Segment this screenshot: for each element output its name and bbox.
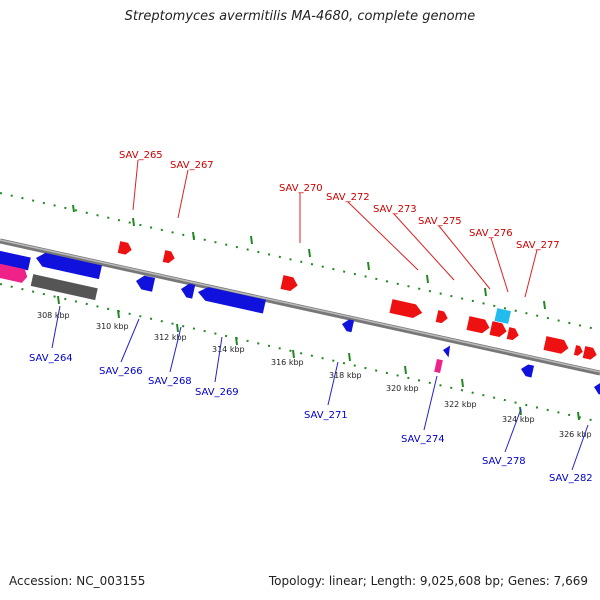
gene-forward (573, 345, 583, 356)
gene-label-bottom: SAV_271 (304, 410, 348, 421)
major-tick (250, 235, 253, 245)
gene-reverse (36, 252, 102, 280)
gene-forward (582, 346, 597, 360)
gene-misc (494, 308, 511, 324)
scale-labels: 308 kbp 310 kbp 312 kbp 314 kbp 316 kbp … (37, 311, 592, 439)
major-tick (461, 378, 464, 388)
major-tick (72, 204, 75, 213)
kbp-label: 310 kbp (96, 322, 129, 331)
gene-label-top: SAV_276 (469, 228, 513, 239)
gene-reverse (0, 250, 31, 271)
gene-label-bottom: SAV_282 (549, 473, 593, 484)
callout-line (120, 318, 140, 363)
upper-tick-ring (0, 192, 600, 331)
gene-label-bottom: SAV_278 (482, 456, 526, 467)
kbp-label: 324 kbp (502, 415, 535, 424)
chromosome-backbone (0, 238, 600, 376)
gene-reverse (443, 345, 451, 358)
gene-forward (389, 299, 423, 319)
callout-line (490, 237, 509, 293)
callout-line (51, 305, 61, 349)
callout-line (214, 336, 223, 383)
gene-label-top: SAV_272 (326, 192, 370, 203)
callout-line (423, 375, 438, 431)
major-tick (292, 349, 295, 359)
callout-line (524, 249, 538, 298)
top-gene-callouts: SAV_265 SAV_267 SAV_270 SAV_272 SAV_273 … (119, 150, 560, 298)
gene-forward (162, 250, 175, 264)
kbp-label: 318 kbp (329, 371, 362, 380)
major-tick (348, 352, 351, 362)
lower-tick-ring (0, 283, 600, 423)
gene-reverse (521, 364, 535, 378)
major-tick (543, 300, 546, 310)
gene-pseudo (30, 274, 98, 301)
callout-line (347, 201, 419, 271)
gene-reverse (136, 275, 156, 292)
callout-line (177, 169, 189, 219)
major-tick (176, 323, 179, 333)
gene-rna (434, 359, 443, 373)
major-tick (484, 287, 487, 297)
gene-forward (506, 327, 519, 341)
accession-text: Accession: NC_003155 (9, 574, 146, 588)
gene-forward (466, 316, 490, 334)
callout-line (327, 361, 339, 406)
kbp-label: 322 kbp (444, 400, 477, 409)
gene-forward (280, 275, 298, 291)
major-tick (308, 248, 311, 258)
genome-stats-text: Topology: linear; Length: 9,025,608 bp; … (268, 574, 588, 588)
gene-reverse (594, 382, 600, 396)
gene-features (0, 241, 600, 396)
major-tick (235, 336, 238, 346)
callout-line (393, 213, 455, 281)
gene-forward (117, 241, 132, 255)
gene-label-top: SAV_270 (279, 183, 323, 194)
gene-reverse (198, 287, 266, 314)
major-tick (367, 261, 370, 271)
gene-forward (489, 321, 507, 337)
gene-label-bottom: SAV_264 (29, 353, 73, 364)
gene-label-top: SAV_273 (373, 204, 417, 215)
callout-line (571, 424, 589, 471)
gene-reverse (342, 319, 355, 333)
gene-label-bottom: SAV_269 (195, 387, 239, 398)
kbp-label: 312 kbp (154, 333, 187, 342)
gene-label-top: SAV_267 (170, 160, 214, 171)
bottom-gene-callouts: SAV_264 SAV_266 SAV_268 SAV_269 SAV_271 … (29, 305, 593, 484)
callout-line (504, 408, 522, 453)
kbp-label: 314 kbp (212, 345, 245, 354)
callout-line (169, 326, 182, 373)
gene-forward (543, 336, 569, 354)
major-tick (192, 231, 195, 241)
kbp-label: 320 kbp (386, 384, 419, 393)
gene-label-bottom: SAV_274 (401, 434, 445, 445)
kbp-label: 316 kbp (271, 358, 304, 367)
major-tick (132, 217, 135, 227)
major-tick (117, 309, 120, 319)
gene-label-top: SAV_277 (516, 240, 560, 251)
gene-label-top: SAV_265 (119, 150, 163, 161)
kbp-label: 326 kbp (559, 430, 592, 439)
major-tick (57, 295, 60, 305)
kbp-label: 308 kbp (37, 311, 70, 320)
major-tick (404, 365, 407, 375)
map-title: Streptomyces avermitilis MA-4680, comple… (124, 9, 476, 24)
gene-reverse (181, 283, 196, 299)
gene-forward (435, 310, 448, 324)
major-tick (426, 274, 429, 284)
gene-label-bottom: SAV_268 (148, 376, 192, 387)
gene-rna (0, 263, 28, 283)
gene-label-top: SAV_275 (418, 216, 462, 227)
callout-line (132, 159, 139, 211)
gene-label-bottom: SAV_266 (99, 366, 143, 377)
major-tick (577, 411, 580, 421)
callout-line (438, 225, 491, 290)
